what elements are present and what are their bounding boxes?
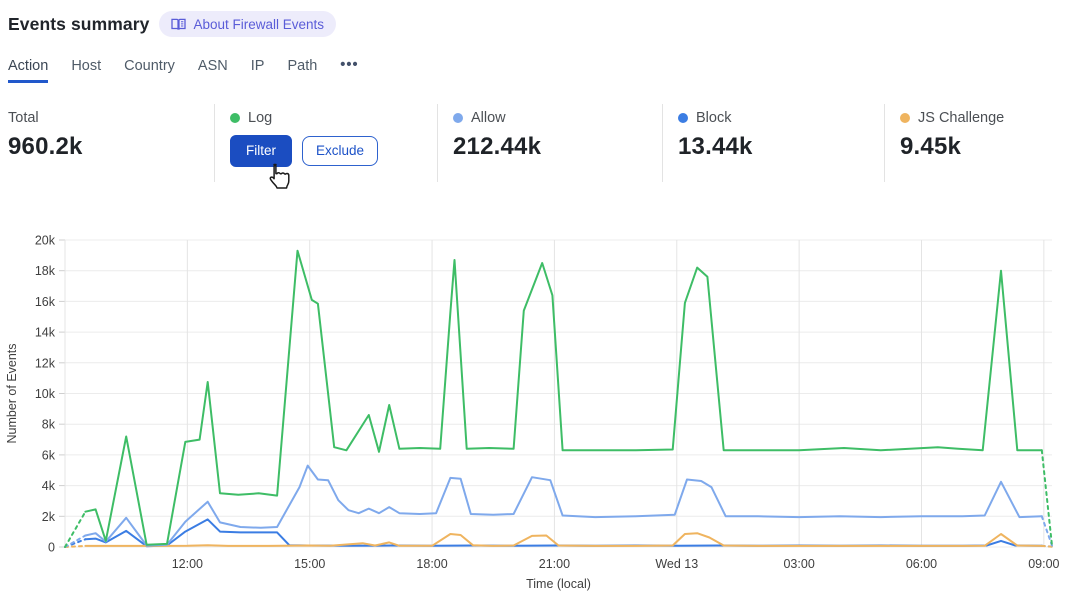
stat-allow: Allow 212.44k bbox=[438, 104, 662, 184]
x-tick-label: 15:00 bbox=[294, 557, 325, 571]
y-tick-label: 18k bbox=[35, 264, 56, 278]
log-series-dot bbox=[230, 113, 240, 123]
block-series-dot bbox=[678, 113, 688, 123]
series-line-log bbox=[84, 249, 1043, 546]
js-challenge-series-dot bbox=[900, 113, 910, 123]
js-challenge-value: 9.45k bbox=[900, 133, 962, 160]
tab-country[interactable]: Country bbox=[124, 58, 175, 74]
y-tick-label: 6k bbox=[42, 448, 56, 462]
y-tick-label: 12k bbox=[35, 356, 56, 370]
divider bbox=[884, 104, 885, 182]
series-line-allow bbox=[1040, 515, 1053, 547]
y-tick-label: 20k bbox=[35, 234, 56, 248]
divider bbox=[662, 104, 663, 182]
allow-value: 212.44k bbox=[453, 133, 542, 160]
tabs-overflow-button[interactable]: ••• bbox=[340, 57, 359, 73]
x-tick-label: 09:00 bbox=[1028, 557, 1059, 571]
series-line-allow bbox=[64, 534, 87, 548]
y-tick-label: 4k bbox=[42, 479, 56, 493]
divider bbox=[437, 104, 438, 182]
y-tick-label: 2k bbox=[42, 510, 56, 524]
stat-total: Total 960.2k bbox=[8, 104, 214, 184]
x-axis-title: Time (local) bbox=[526, 577, 591, 591]
series-line-js-challenge bbox=[1040, 544, 1053, 548]
total-label: Total bbox=[8, 110, 39, 126]
tab-asn[interactable]: ASN bbox=[197, 58, 228, 74]
x-tick-label: 18:00 bbox=[416, 557, 447, 571]
y-axis-title: Number of Events bbox=[5, 343, 19, 443]
exclude-button[interactable]: Exclude bbox=[302, 136, 379, 166]
allow-series-dot bbox=[453, 113, 463, 123]
x-tick-label: 03:00 bbox=[783, 557, 814, 571]
events-time-series-chart[interactable]: 0 2k 4k 6k 8k 10k 12k 14k 16k 18k 20k 12:00 15:00 18:… bbox=[0, 223, 1068, 598]
tab-ip[interactable]: IP bbox=[250, 58, 265, 74]
filter-button[interactable]: Filter bbox=[230, 135, 292, 167]
y-tick-label: 0 bbox=[48, 541, 55, 555]
allow-label: Allow bbox=[471, 110, 506, 126]
stat-block: Block 13.44k bbox=[663, 104, 884, 184]
x-tick-label: 21:00 bbox=[539, 557, 570, 571]
stat-log: Log Filter Exclude bbox=[215, 104, 437, 184]
series-line-js-challenge bbox=[64, 544, 87, 548]
about-firewall-events-badge[interactable]: About Firewall Events bbox=[159, 11, 337, 37]
block-label: Block bbox=[696, 110, 732, 126]
x-tick-label: 12:00 bbox=[172, 557, 203, 571]
series-line-log bbox=[64, 510, 87, 548]
block-value: 13.44k bbox=[678, 133, 753, 160]
js-challenge-label: JS Challenge bbox=[918, 110, 1005, 126]
header: Events summary About Firewall Events bbox=[8, 11, 337, 37]
y-tick-label: 8k bbox=[42, 418, 56, 432]
page-title: Events summary bbox=[8, 13, 150, 34]
x-tick-label: 06:00 bbox=[906, 557, 937, 571]
summary-tabs: Action Host Country ASN IP Path ••• bbox=[8, 57, 359, 84]
tab-path[interactable]: Path bbox=[287, 58, 318, 74]
book-icon bbox=[171, 18, 187, 30]
chart-canvas: 0 2k 4k 6k 8k 10k 12k 14k 16k 18k 20k 12:00 15:00 18:… bbox=[5, 234, 1060, 592]
series-line-allow bbox=[84, 464, 1043, 547]
total-value: 960.2k bbox=[8, 133, 83, 160]
y-tick-label: 14k bbox=[35, 326, 56, 340]
log-label: Log bbox=[248, 110, 273, 126]
badge-label: About Firewall Events bbox=[193, 16, 325, 32]
y-tick-label: 16k bbox=[35, 295, 56, 309]
tab-host[interactable]: Host bbox=[71, 58, 102, 74]
tab-action[interactable]: Action bbox=[8, 58, 49, 83]
series-line-log bbox=[1040, 449, 1053, 547]
x-tick-label: Wed 13 bbox=[655, 557, 698, 571]
series-line-js-challenge bbox=[84, 532, 1043, 547]
stat-js-challenge: JS Challenge 9.45k bbox=[885, 104, 1068, 184]
divider bbox=[214, 104, 215, 182]
stats-row: Total 960.2k Log Filter Exclude Allow 21… bbox=[8, 104, 1068, 184]
y-tick-label: 10k bbox=[35, 387, 56, 401]
